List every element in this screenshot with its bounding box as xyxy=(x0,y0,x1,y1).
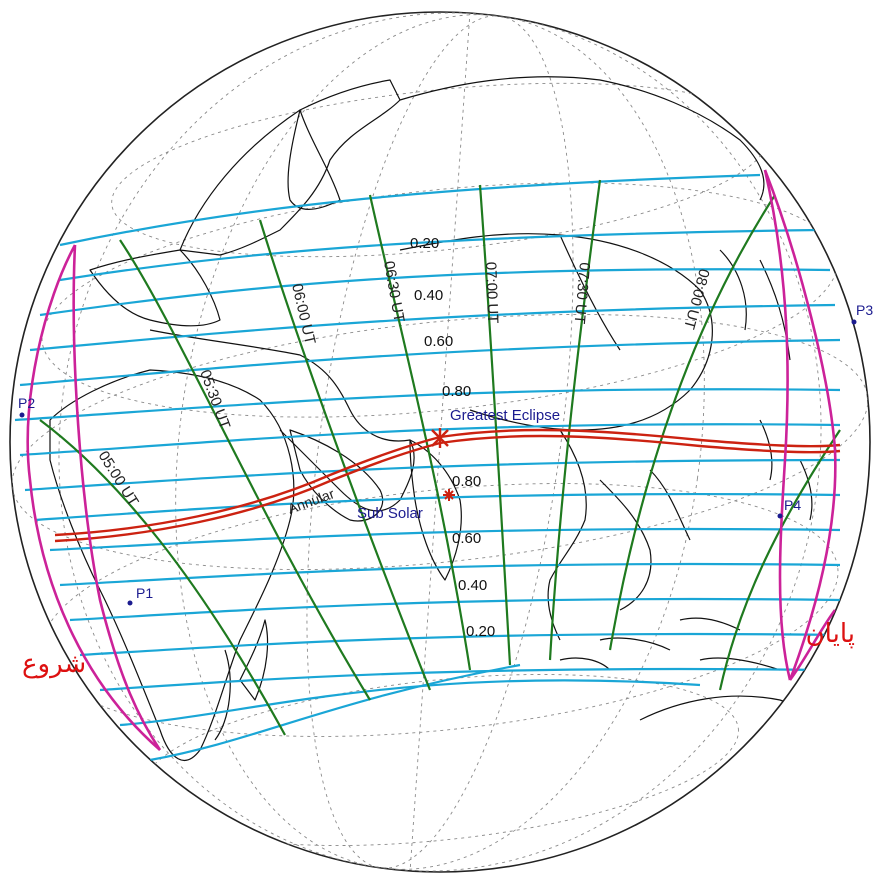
time-lines xyxy=(39,179,841,736)
limit-curves xyxy=(26,169,837,751)
start-label-arabic: شروع xyxy=(22,649,86,679)
coastlines xyxy=(49,76,841,761)
time-label-0730: 07:30 UT xyxy=(571,262,593,325)
mag-label-south-0.80: 0.80 xyxy=(452,473,481,490)
p3-marker xyxy=(851,319,857,325)
mag-label-north-0.80: 0.80 xyxy=(442,383,471,400)
contact-points: P1 P2 P3 P4 xyxy=(18,302,873,606)
p3-label: P3 xyxy=(856,302,873,318)
mag-label-north-0.20: 0.20 xyxy=(410,235,439,252)
p1-marker xyxy=(127,600,133,606)
p4-marker xyxy=(777,513,783,519)
p4-label: P4 xyxy=(784,497,801,513)
end-label-arabic: پایان xyxy=(806,619,855,649)
p2-label: P2 xyxy=(18,395,35,411)
p2-marker xyxy=(19,412,25,418)
greatest-eclipse-marker xyxy=(431,428,449,448)
magnitude-labels-south: 0.80 0.60 0.40 0.20 xyxy=(452,473,495,640)
sub-solar-label: Sub Solar xyxy=(357,505,423,522)
p1-label: P1 xyxy=(136,585,153,601)
mag-label-south-0.60: 0.60 xyxy=(452,530,481,547)
time-label-0700: 07:00 UT xyxy=(482,262,501,324)
mag-label-north-0.40: 0.40 xyxy=(414,287,443,304)
mag-label-south-0.20: 0.20 xyxy=(466,623,495,640)
magnitude-labels-north: 0.20 0.40 0.60 0.80 xyxy=(410,235,471,400)
greatest-eclipse-label: Greatest Eclipse xyxy=(450,407,560,424)
magnitude-lines xyxy=(14,173,841,762)
mag-label-south-0.40: 0.40 xyxy=(458,577,487,594)
mag-label-north-0.60: 0.60 xyxy=(424,333,453,350)
sub-solar-marker xyxy=(443,489,455,501)
